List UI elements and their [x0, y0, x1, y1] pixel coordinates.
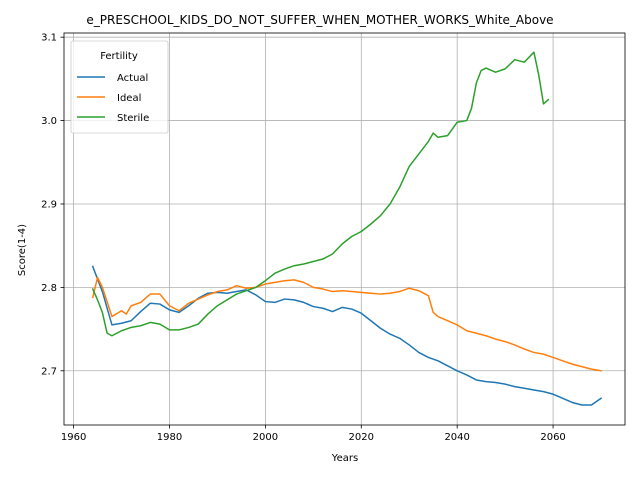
legend-label-actual: Actual	[117, 73, 148, 84]
y-axis-label: Score(1-4)	[17, 224, 28, 276]
plot-area: 1960 1980 2000 2020 2040 2060 2.7 2.8 2.9 3.0 3.1	[41, 32, 626, 443]
x-axis-label: Years	[331, 453, 358, 464]
chart-title: e_PRESCHOOL_KIDS_DO_NOT_SUFFER_WHEN_MOTH…	[86, 13, 553, 27]
series-line-actual	[91, 265, 603, 406]
y-tick-label: 2.7	[41, 366, 57, 377]
x-tick-label: 2020	[349, 432, 374, 443]
x-tick-label: 1960	[61, 432, 86, 443]
series-lines	[91, 51, 603, 406]
ticks: 1960 1980 2000 2020 2040 2060 2.7 2.8 2.9 3.0 3.1	[41, 33, 566, 443]
legend-title: Fertility	[100, 51, 138, 62]
series-line-ideal	[91, 276, 602, 372]
x-tick-label: 2040	[444, 432, 469, 443]
series-line-sterile	[91, 51, 550, 337]
legend-box	[70, 40, 169, 134]
legend-label-sterile: Sterile	[117, 113, 149, 124]
x-tick-label: 2000	[253, 432, 278, 443]
x-tick-label: 1980	[157, 432, 182, 443]
legend-label-ideal: Ideal	[117, 93, 141, 104]
legend-entries: Actual Ideal Sterile	[77, 73, 149, 124]
y-tick-label: 2.9	[41, 199, 57, 210]
grid	[64, 33, 625, 425]
axes-frame	[63, 32, 626, 426]
x-tick-label: 2060	[540, 432, 565, 443]
y-tick-label: 3.1	[41, 33, 57, 44]
y-tick-label: 2.8	[41, 283, 57, 294]
y-tick-label: 3.0	[41, 116, 57, 127]
legend: Fertility Actual Ideal Sterile	[70, 40, 169, 134]
